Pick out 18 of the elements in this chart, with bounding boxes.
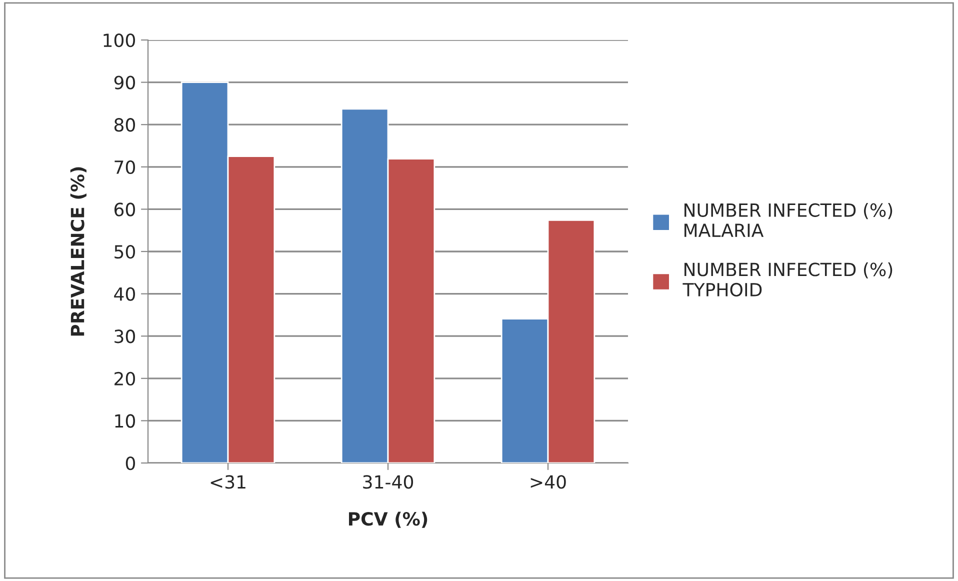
y-tick-label: 60 bbox=[114, 202, 135, 216]
y-tick-label: 80 bbox=[114, 118, 135, 132]
x-tick-label: >40 bbox=[530, 475, 566, 489]
x-tick-label: 31-40 bbox=[363, 475, 414, 489]
y-tick-label: 50 bbox=[114, 244, 135, 259]
y-tick-label: 100 bbox=[104, 33, 135, 48]
y-tick-label: 10 bbox=[115, 414, 135, 428]
x-tick-label: <31 bbox=[210, 475, 246, 489]
x-axis-title: PCV (%) bbox=[348, 512, 428, 528]
y-axis-title: PREVALENCE (%) bbox=[70, 167, 86, 336]
y-tick-label: 90 bbox=[114, 76, 135, 90]
y-tick-label: 20 bbox=[114, 372, 135, 386]
y-tick-label: 30 bbox=[114, 330, 135, 344]
y-tick-label: 0 bbox=[126, 456, 135, 470]
legend-label: NUMBER INFECTED (%) TYPHOID bbox=[682, 262, 892, 297]
y-tick-label: 70 bbox=[114, 160, 135, 174]
legend-label: NUMBER INFECTED (%) MALARIA bbox=[684, 202, 892, 237]
y-tick-label: 40 bbox=[114, 287, 135, 301]
